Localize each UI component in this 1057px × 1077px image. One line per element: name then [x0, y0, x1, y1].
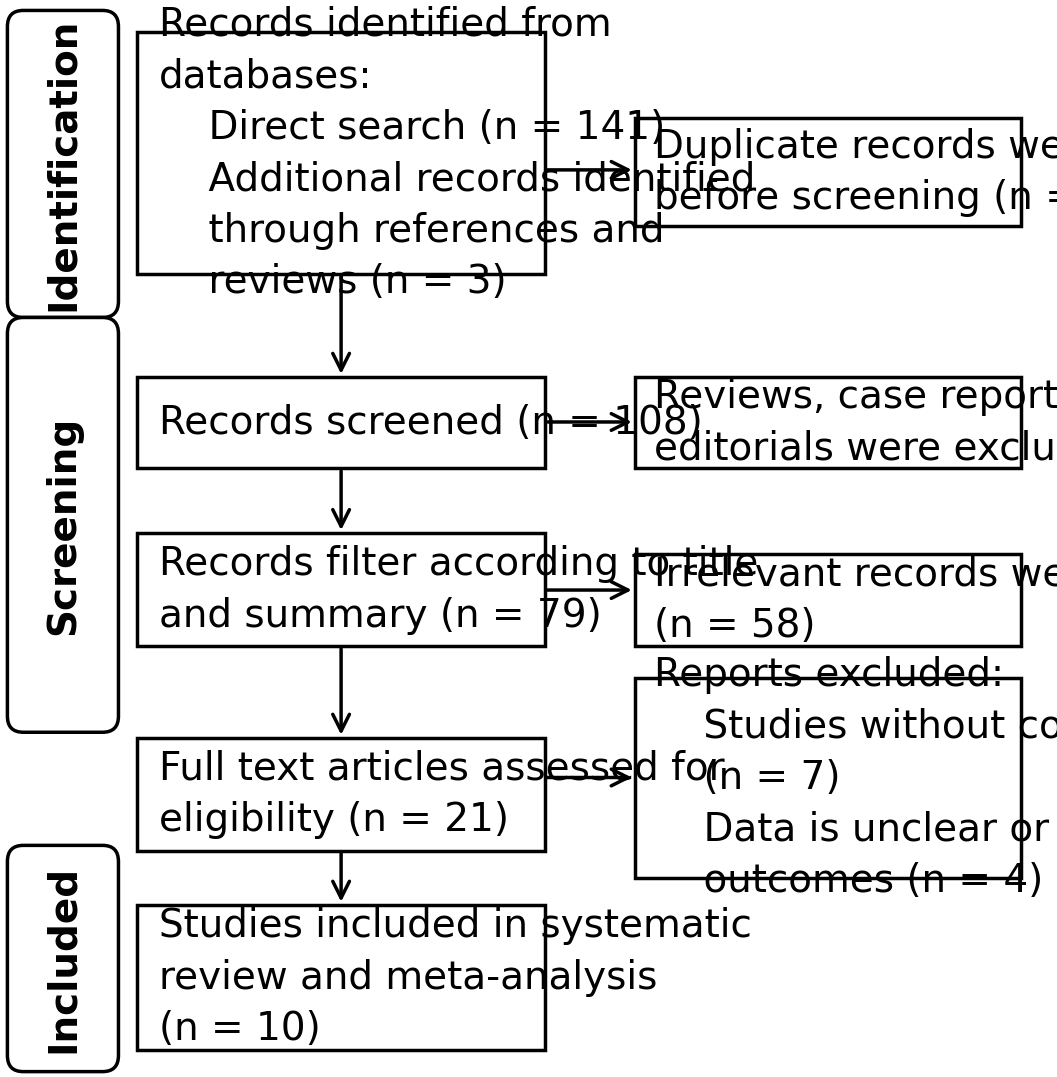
Text: Reviews, case reports and
editorials were excluded (n = 29): Reviews, case reports and editorials wer… — [653, 378, 1057, 467]
Text: Records identified from
databases:
    Direct search (n = 141)
    Additional re: Records identified from databases: Direc… — [159, 5, 755, 302]
FancyBboxPatch shape — [7, 11, 118, 318]
FancyBboxPatch shape — [634, 679, 1020, 878]
FancyBboxPatch shape — [137, 738, 544, 851]
Text: Full text articles assessed for
eligibility (n = 21): Full text articles assessed for eligibil… — [159, 750, 724, 839]
Text: Reports excluded:
    Studies without control group
    (n = 7)
    Data is uncl: Reports excluded: Studies without contro… — [653, 656, 1057, 900]
Text: Included: Included — [44, 865, 81, 1052]
Text: Studies included in systematic
review and meta-analysis
(n = 10): Studies included in systematic review an… — [159, 907, 752, 1048]
FancyBboxPatch shape — [7, 845, 118, 1072]
Text: Irrelevant records were excluded
(n = 58): Irrelevant records were excluded (n = 58… — [653, 556, 1057, 645]
Text: Identification: Identification — [44, 17, 81, 311]
FancyBboxPatch shape — [137, 32, 544, 275]
FancyBboxPatch shape — [137, 377, 544, 468]
FancyBboxPatch shape — [634, 377, 1020, 468]
FancyBboxPatch shape — [137, 905, 544, 1050]
FancyBboxPatch shape — [634, 555, 1020, 646]
Text: Duplicate records were removed
before screening (n = 36): Duplicate records were removed before sc… — [653, 127, 1057, 218]
FancyBboxPatch shape — [634, 118, 1020, 226]
Text: Records screened (n = 108): Records screened (n = 108) — [159, 404, 702, 442]
Text: Records filter according to title
and summary (n = 79): Records filter according to title and su… — [159, 545, 758, 634]
Text: Screening: Screening — [44, 416, 81, 634]
FancyBboxPatch shape — [137, 533, 544, 646]
FancyBboxPatch shape — [7, 318, 118, 732]
